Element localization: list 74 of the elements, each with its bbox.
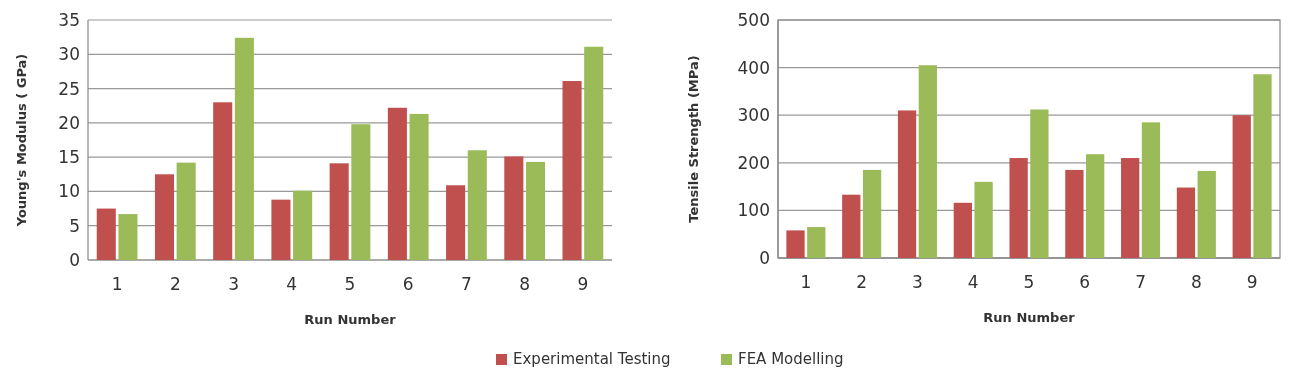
y-tick-label: 100 <box>737 200 770 221</box>
y-tick-label: 400 <box>737 57 770 78</box>
x-tick-label: 1 <box>111 274 123 294</box>
y-tick-label: 20 <box>58 112 80 133</box>
x-tick-label: 8 <box>1190 272 1202 292</box>
bar <box>1121 158 1140 258</box>
y-tick-label: 25 <box>58 78 80 99</box>
bar <box>584 46 604 260</box>
bar <box>953 202 972 258</box>
y-tick-label: 200 <box>737 152 770 173</box>
legend-label: Experimental Testing <box>513 350 671 368</box>
bar <box>1009 158 1028 258</box>
bar <box>897 110 917 258</box>
y-tick-label: 10 <box>58 181 80 202</box>
y-axis-title: Tensile Strength (MPa) <box>686 55 701 223</box>
bar <box>446 185 466 260</box>
bar <box>1030 109 1049 258</box>
x-axis-title: Run Number <box>983 310 1076 325</box>
x-tick-label: 3 <box>228 274 239 294</box>
bar <box>234 37 254 260</box>
bar <box>271 199 291 260</box>
x-tick-label: 4 <box>967 272 979 292</box>
bar <box>807 227 826 258</box>
bar <box>213 102 233 260</box>
bar <box>176 162 196 260</box>
x-tick-label: 9 <box>1246 272 1258 292</box>
y-tick-label: 15 <box>58 147 80 168</box>
x-tick-label: 9 <box>577 274 589 294</box>
bar <box>786 230 805 258</box>
y-tick-label: 30 <box>58 44 80 65</box>
x-tick-label: 5 <box>1023 272 1035 292</box>
x-tick-label: 4 <box>286 274 298 294</box>
bar <box>118 214 138 260</box>
y-tick-label: 5 <box>69 215 80 236</box>
y-axis-title: Young's Modulus ( GPa) <box>14 53 29 228</box>
x-axis-title: Run Number <box>304 312 397 327</box>
bar <box>974 181 993 258</box>
x-tick-label: 2 <box>169 274 181 294</box>
x-tick-label: 8 <box>519 274 531 294</box>
bar <box>387 107 407 260</box>
y-tick-label: 0 <box>759 247 770 268</box>
bar <box>1141 122 1161 258</box>
x-tick-label: 2 <box>856 272 868 292</box>
bar <box>154 174 175 260</box>
x-tick-label: 5 <box>344 274 356 294</box>
bar <box>329 163 349 260</box>
bar <box>467 150 487 260</box>
legend-label: FEA Modelling <box>738 350 844 368</box>
y-tick-label: 0 <box>69 249 80 270</box>
y-tick-label: 35 <box>58 9 80 30</box>
bar <box>1065 169 1084 258</box>
x-tick-label: 7 <box>461 274 472 294</box>
x-tick-label: 3 <box>912 272 923 292</box>
bar <box>1197 170 1216 258</box>
bar <box>504 156 524 260</box>
bar <box>1086 154 1105 258</box>
bar <box>1253 74 1272 258</box>
bar <box>525 161 546 260</box>
bar <box>351 124 371 260</box>
bar <box>842 194 861 258</box>
x-tick-label: 6 <box>402 274 414 294</box>
bar <box>918 65 937 258</box>
y-tick-label: 500 <box>737 9 770 30</box>
bar <box>862 169 882 258</box>
bar <box>1232 115 1251 258</box>
x-tick-label: 6 <box>1079 272 1091 292</box>
x-tick-label: 7 <box>1135 272 1146 292</box>
bar <box>293 190 313 260</box>
bar <box>562 81 582 260</box>
x-tick-label: 1 <box>800 272 812 292</box>
bar <box>1176 187 1196 258</box>
y-tick-label: 300 <box>737 105 770 126</box>
bar <box>409 113 429 260</box>
bar <box>96 208 116 260</box>
